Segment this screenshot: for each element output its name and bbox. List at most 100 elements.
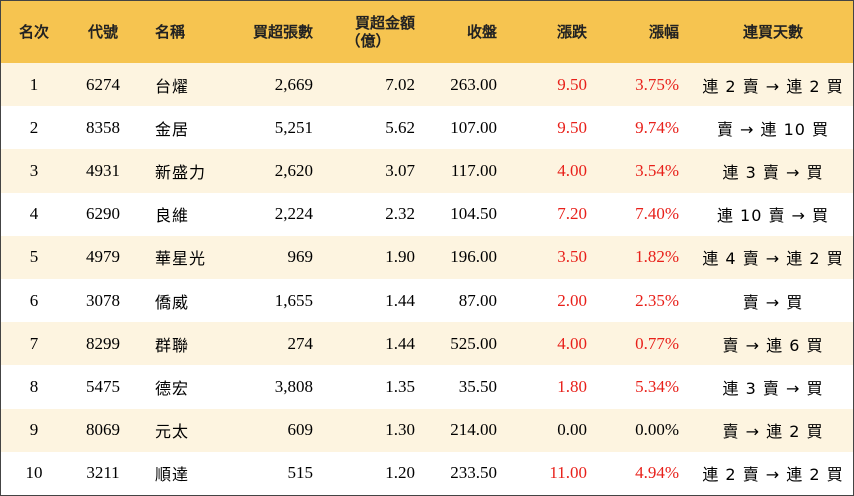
cell-code: 3211 [86, 463, 120, 483]
cell-streak: 賣 → 連 2 買 [722, 422, 824, 442]
cell-rank: 10 [25, 463, 43, 483]
cell-name: 順達 [155, 465, 190, 485]
cell-amount: 3.07 [385, 160, 415, 180]
cell-close: 196.00 [450, 247, 497, 267]
cell-close: 214.00 [450, 420, 497, 440]
cell-rank: 7 [29, 333, 39, 353]
cell-change: 4.00 [557, 333, 587, 353]
cell-streak: 賣 → 買 [742, 292, 804, 312]
cell-name: 新盛力 [155, 162, 207, 182]
cell-close: 104.50 [450, 204, 497, 224]
cell-name: 僑威 [155, 292, 190, 312]
header-change: 漲跌 [556, 23, 587, 41]
cell-name: 元太 [155, 422, 190, 442]
cell-close: 117.00 [450, 160, 497, 180]
table-row: 1 6274 台燿 2,669 7.02 263.00 9.50 3.75% 連 2 賣 → 連… [1, 63, 853, 107]
cell-rank: 2 [29, 117, 39, 137]
header-close: 收盤 [466, 23, 497, 41]
cell-code: 8358 [86, 117, 120, 137]
header-amount: 買超金額 （億） [317, 1, 419, 63]
cell-code: 4979 [86, 247, 120, 267]
cell-change: 0.00 [557, 420, 587, 440]
cell-streak: 連 2 賣 → 連 2 買 [702, 76, 844, 96]
cell-amount: 2.32 [385, 204, 415, 224]
cell-streak: 連 4 賣 → 連 2 買 [702, 249, 844, 269]
cell-shares: 2,224 [274, 204, 313, 224]
cell-shares: 515 [287, 463, 314, 483]
cell-pct: 9.74% [635, 117, 679, 137]
cell-shares: 3,808 [274, 376, 313, 396]
cell-pct: 0.77% [635, 333, 679, 353]
cell-rank: 5 [29, 247, 39, 267]
cell-amount: 1.44 [385, 290, 415, 310]
cell-pct: 2.35% [635, 290, 679, 310]
cell-shares: 2,620 [274, 160, 313, 180]
cell-streak: 連 3 賣 → 買 [722, 162, 824, 182]
cell-code: 3078 [86, 290, 120, 310]
cell-code: 6274 [86, 74, 120, 94]
header-streak: 連買天數 [742, 23, 803, 41]
cell-shares: 609 [287, 420, 314, 440]
cell-change: 2.00 [557, 290, 587, 310]
cell-code: 8299 [86, 333, 120, 353]
cell-pct: 3.75% [635, 74, 679, 94]
cell-change: 9.50 [557, 117, 587, 137]
cell-amount: 1.20 [385, 463, 415, 483]
cell-streak: 賣 → 連 10 買 [716, 119, 830, 139]
cell-amount: 5.62 [385, 117, 415, 137]
cell-code: 5475 [86, 376, 120, 396]
cell-name: 台燿 [155, 76, 190, 96]
cell-streak: 連 10 賣 → 買 [716, 206, 830, 226]
cell-change: 3.50 [557, 247, 587, 267]
table-row: 5 4979 華星光 969 1.90 196.00 3.50 1.82% 連 4 賣 → 連 … [1, 235, 853, 279]
cell-code: 4931 [86, 160, 120, 180]
header-amount-line1: 買超金額 [354, 14, 415, 32]
cell-close: 87.00 [458, 290, 497, 310]
cell-name: 群聯 [155, 335, 190, 355]
table-row: 9 8069 元太 609 1.30 214.00 0.00 0.00% 賣 → 連 2 買 [1, 408, 853, 452]
cell-rank: 6 [29, 290, 39, 310]
cell-change: 11.00 [549, 463, 587, 483]
table-row: 7 8299 群聯 274 1.44 525.00 4.00 0.77% 賣 → 連 6 買 [1, 322, 853, 366]
cell-streak: 連 2 賣 → 連 2 買 [702, 465, 844, 485]
cell-pct: 7.40% [635, 204, 679, 224]
header-pct: 漲幅 [648, 23, 679, 41]
cell-shares: 2,669 [274, 74, 313, 94]
cell-close: 35.50 [458, 376, 497, 396]
header-name: 名稱 [155, 23, 186, 41]
table-header-row: 名次 代號 名稱 買超張數 買超金額 （億） 收盤 漲跌 漲幅 連買天數 [1, 1, 853, 63]
cell-rank: 9 [29, 420, 39, 440]
header-rank: 名次 [18, 23, 49, 41]
cell-amount: 7.02 [385, 74, 415, 94]
cell-amount: 1.90 [385, 247, 415, 267]
cell-close: 263.00 [450, 74, 497, 94]
cell-name: 德宏 [155, 378, 190, 398]
header-amount-line2: （億） [345, 32, 391, 50]
cell-change: 4.00 [557, 160, 587, 180]
table-row: 10 3211 順達 515 1.20 233.50 11.00 4.94% 連 2 賣 → 連… [1, 451, 853, 495]
table-row: 8 5475 德宏 3,808 1.35 35.50 1.80 5.34% 連 3 賣 → 買 [1, 365, 853, 409]
cell-rank: 4 [29, 204, 39, 224]
cell-name: 良維 [155, 206, 190, 226]
cell-code: 8069 [86, 420, 120, 440]
cell-pct: 5.34% [635, 376, 679, 396]
cell-streak: 賣 → 連 6 買 [722, 335, 824, 355]
table-row: 6 3078 僑威 1,655 1.44 87.00 2.00 2.35% 賣 → 買 [1, 278, 853, 323]
header-code: 代號 [87, 23, 118, 41]
cell-close: 233.50 [450, 463, 497, 483]
cell-streak: 連 3 賣 → 買 [722, 378, 824, 398]
cell-pct: 0.00% [635, 420, 679, 440]
cell-change: 7.20 [557, 204, 587, 224]
cell-name: 金居 [155, 119, 190, 139]
cell-amount: 1.30 [385, 420, 415, 440]
cell-change: 9.50 [557, 74, 587, 94]
cell-rank: 3 [29, 160, 39, 180]
table-row: 3 4931 新盛力 2,620 3.07 117.00 4.00 3.54% 連 3 賣 → … [1, 149, 853, 193]
cell-close: 525.00 [450, 333, 497, 353]
cell-close: 107.00 [450, 117, 497, 137]
cell-amount: 1.35 [385, 376, 415, 396]
table-row: 4 6290 良維 2,224 2.32 104.50 7.20 7.40% 連 10 賣 → … [1, 192, 853, 236]
cell-code: 6290 [86, 204, 120, 224]
cell-shares: 969 [287, 247, 314, 267]
